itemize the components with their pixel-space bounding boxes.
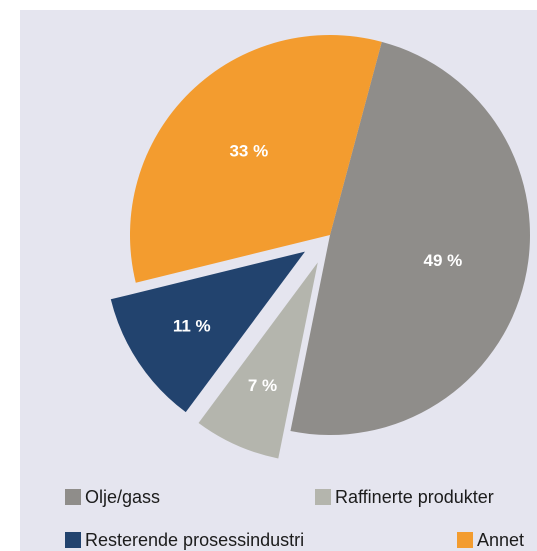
legend-swatch [457, 532, 473, 548]
data-label: 49 % [424, 251, 463, 270]
pie-slice [290, 41, 530, 436]
data-label: 7 % [248, 376, 277, 395]
legend-swatch [65, 532, 81, 548]
legend-label: Annet [477, 530, 524, 550]
legend-swatch [65, 489, 81, 505]
data-label: 33 % [229, 142, 268, 161]
legend-label: Olje/gass [85, 487, 160, 507]
pie-slice [110, 251, 306, 413]
pie-slice [130, 34, 382, 283]
legend-swatch [315, 489, 331, 505]
data-label: 11 % [173, 316, 211, 335]
legend-label: Resterende prosessindustri [85, 530, 304, 550]
legend-label: Raffinerte produkter [335, 487, 494, 507]
pie-slice [198, 262, 318, 459]
